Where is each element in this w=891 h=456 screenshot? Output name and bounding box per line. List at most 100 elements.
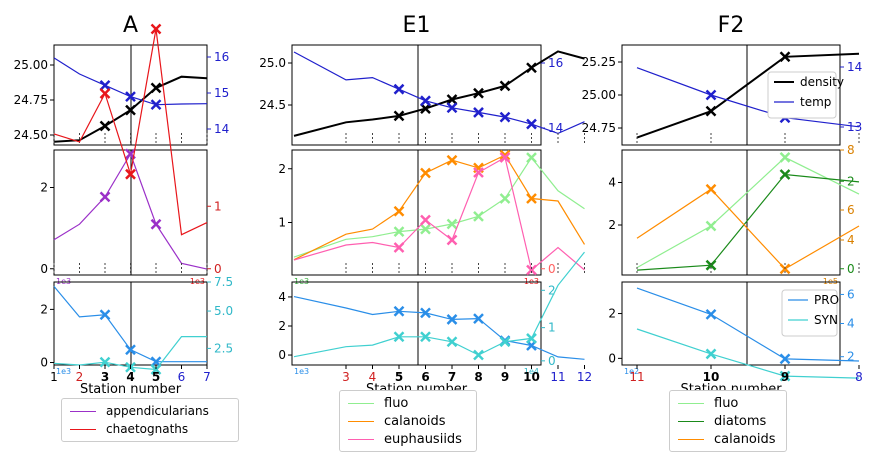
- right-exponent-label: 1e4: [524, 367, 539, 376]
- right-tick-label: 4: [847, 233, 855, 247]
- marker-temp-10: [526, 118, 537, 130]
- marker-stroke: [526, 264, 537, 276]
- marker-stroke: [705, 348, 717, 360]
- marker-stroke: [420, 167, 431, 179]
- marker-stroke: [99, 191, 111, 203]
- station-dot: [710, 133, 712, 135]
- station-dot: [451, 133, 453, 135]
- station-dot: [478, 141, 479, 143]
- marker-SYN-9: [499, 336, 511, 348]
- inpanel-legend-label-temp: temp: [800, 95, 831, 109]
- marker-temp-4: [125, 91, 136, 102]
- station-dot: [636, 141, 638, 143]
- station-dot: [451, 137, 453, 139]
- station-dot: [206, 263, 208, 265]
- station-dot: [345, 133, 347, 135]
- left-tick-label: 2: [40, 302, 48, 316]
- marker-chaetognaths-5: [150, 23, 162, 35]
- marker-temp-8: [473, 107, 484, 118]
- station-dot: [181, 263, 182, 265]
- series-line-density: [636, 52, 860, 139]
- station-dot: [584, 137, 585, 139]
- marker-temp-10: [705, 89, 717, 101]
- legend-swatch-f2-calanoids: [678, 438, 704, 440]
- marker-fluo-9: [499, 193, 511, 204]
- left-tick-label: 25.25: [582, 55, 616, 69]
- marker-density-10: [526, 62, 537, 74]
- station-dot: [398, 263, 400, 265]
- marker-stroke: [705, 309, 717, 320]
- station-dot: [636, 133, 638, 135]
- marker-PRO-7: [446, 314, 458, 325]
- x-tick-label: 6: [421, 370, 429, 384]
- marker-stroke: [99, 120, 111, 132]
- station-dot: [53, 263, 55, 265]
- legend-swatch-diatoms: [678, 420, 704, 422]
- right-tick-label: 0: [548, 262, 556, 276]
- x-tick-label: 9: [501, 370, 509, 384]
- marker-euphausiids-7: [446, 234, 458, 246]
- legend-label-f2-fluo: fluo: [714, 395, 739, 411]
- station-dot: [858, 141, 860, 143]
- left-tick-label: 25.00: [582, 88, 616, 102]
- marker-stroke: [150, 99, 162, 111]
- station-dot: [451, 141, 453, 143]
- station-dot: [504, 137, 506, 139]
- station-dot: [345, 141, 347, 143]
- legend-label-f2-calanoids: calanoids: [714, 431, 776, 447]
- right-tick-label: 14: [214, 122, 229, 136]
- station-dot: [79, 267, 80, 269]
- x-tick-label: 6: [178, 370, 186, 384]
- station-dot: [104, 137, 106, 139]
- station-dot: [345, 263, 347, 265]
- right-tick-label: 7.5: [214, 275, 233, 289]
- marker-stroke: [420, 103, 431, 115]
- station-dot: [372, 271, 373, 273]
- marker-stroke: [446, 154, 458, 166]
- marker-stroke: [779, 51, 791, 63]
- legend-entry-fluo: fluo: [348, 394, 468, 412]
- station-dot: [636, 271, 638, 273]
- legend-entry-euphausiids: euphausiids: [348, 430, 468, 448]
- station-dot: [858, 267, 860, 269]
- marker-stroke: [446, 94, 458, 105]
- left-tick-label: 4: [278, 290, 286, 304]
- chart-title-0: A: [123, 13, 138, 38]
- marker-PRO-8: [473, 313, 484, 325]
- station-dot: [784, 133, 786, 135]
- station-dot: [710, 141, 712, 143]
- series-line-fluo: [636, 156, 860, 269]
- marker-PRO-4: [125, 344, 136, 356]
- station-dot: [398, 133, 400, 135]
- left-exponent-label: 1e3: [294, 367, 309, 376]
- x-tick-label: 11: [550, 370, 565, 384]
- station-dot: [636, 263, 638, 265]
- marker-stroke: [393, 331, 405, 343]
- left-tick-label: 24.5: [259, 98, 286, 112]
- marker-stroke: [393, 242, 405, 253]
- series-line-SYN: [636, 328, 860, 379]
- marker-stroke: [393, 305, 405, 317]
- station-dot: [425, 141, 426, 143]
- station-dot: [372, 137, 373, 139]
- left-tick-label: 2: [278, 162, 286, 176]
- x-axis-label-0: Station number: [80, 382, 182, 397]
- marker-stroke: [99, 88, 111, 99]
- marker-stroke: [420, 214, 431, 226]
- marker-SYN-8: [473, 349, 484, 361]
- marker-stroke: [393, 226, 405, 238]
- legend-swatch-chaetognaths: [70, 428, 96, 430]
- right-tick-label: 0: [548, 354, 556, 368]
- marker-stroke: [420, 331, 431, 343]
- marker-stroke: [420, 307, 431, 319]
- station-dot: [53, 137, 55, 139]
- marker-stroke: [779, 169, 791, 180]
- station-dot: [79, 271, 80, 273]
- marker-SYN-10: [705, 348, 717, 360]
- legend-label-chaetognaths: chaetognaths: [106, 422, 189, 436]
- marker-stroke: [99, 356, 111, 368]
- x-tick-label: 2: [76, 370, 84, 384]
- station-dot: [784, 271, 786, 273]
- x-tick-label: 5: [395, 370, 403, 384]
- station-dot: [425, 263, 426, 265]
